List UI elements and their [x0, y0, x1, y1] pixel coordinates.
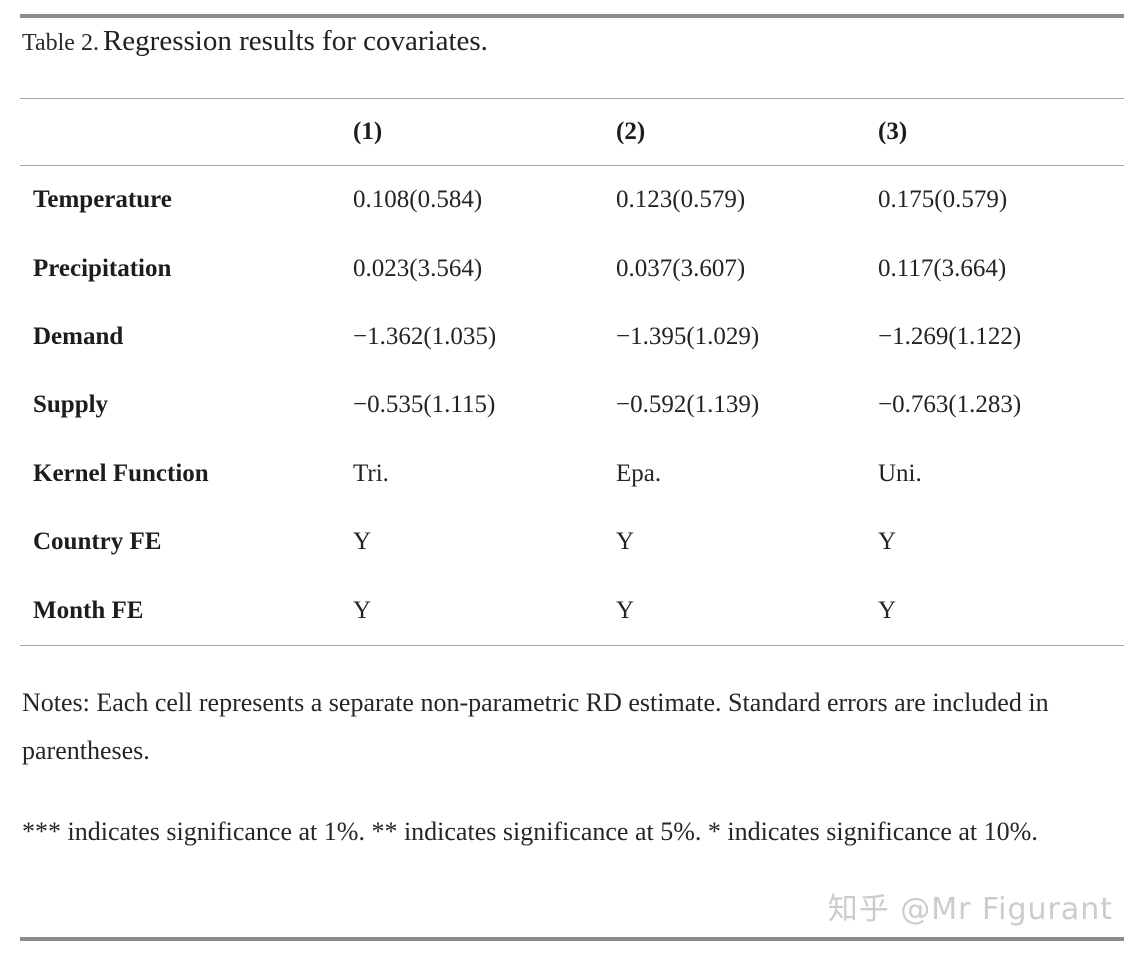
row-label: Country FE — [33, 528, 162, 556]
cell-value: −1.395(1.029) — [616, 322, 760, 350]
cell-value: Y — [353, 528, 372, 556]
row-label: Demand — [33, 322, 124, 350]
cell-value: Y — [616, 596, 635, 624]
watermark: 知乎 @Mr Figurant — [827, 892, 1113, 927]
cell-value: −1.269(1.122) — [878, 322, 1022, 350]
column-header-2: (2) — [616, 118, 646, 145]
column-header-1: (1) — [353, 118, 383, 145]
significance-notes: *** indicates significance at 1%. ** ind… — [22, 817, 1038, 846]
top-divider — [20, 14, 1124, 18]
table-header-row: (1) (2) (3) — [20, 99, 1124, 166]
cell-value: −0.535(1.115) — [353, 391, 496, 419]
cell-value: 0.123(0.579) — [616, 186, 746, 214]
table-caption: Table 2. Regression results for covariat… — [22, 22, 1122, 65]
cell-value: Y — [878, 528, 897, 556]
row-label: Temperature — [33, 186, 172, 214]
regression-table: (1) (2) (3) Temperature 0.108(0.584) 0.1… — [20, 98, 1124, 646]
table-notes: Notes: Each cell represents a separate n… — [22, 688, 1049, 765]
cell-value: 0.023(3.564) — [353, 254, 483, 282]
table-row-month-fe: Month FE Y Y Y — [20, 576, 1124, 644]
cell-value: −0.592(1.139) — [616, 391, 760, 419]
cell-value: Epa. — [616, 459, 662, 487]
cell-value: Y — [616, 528, 635, 556]
cell-value: Y — [353, 596, 372, 624]
cell-value: −1.362(1.035) — [353, 322, 497, 350]
row-label: Precipitation — [33, 254, 172, 282]
cell-value: 0.117(3.664) — [878, 254, 1007, 282]
column-header-3: (3) — [878, 118, 908, 145]
bottom-divider — [20, 937, 1124, 941]
row-label: Month FE — [33, 596, 144, 624]
cell-value: 0.108(0.584) — [353, 186, 483, 214]
table-row-precipitation: Precipitation 0.023(3.564) 0.037(3.607) … — [20, 234, 1124, 302]
table-title: Regression results for covariates. — [102, 25, 488, 57]
cell-value: Y — [878, 596, 897, 624]
cell-value: 0.037(3.607) — [616, 254, 746, 282]
table-row-country-fe: Country FE Y Y Y — [20, 508, 1124, 576]
cell-value: Tri. — [353, 459, 389, 487]
cell-value: Uni. — [878, 459, 922, 487]
table-row-kernel-function: Kernel Function Tri. Epa. Uni. — [20, 440, 1124, 508]
table-row-demand: Demand −1.362(1.035) −1.395(1.029) −1.26… — [20, 303, 1124, 371]
cell-value: −0.763(1.283) — [878, 391, 1022, 419]
table-row-supply: Supply −0.535(1.115) −0.592(1.139) −0.76… — [20, 371, 1124, 439]
table-row-temperature: Temperature 0.108(0.584) 0.123(0.579) 0.… — [20, 166, 1124, 234]
row-label: Supply — [33, 391, 109, 419]
table-number: Table 2. — [22, 30, 99, 56]
row-label: Kernel Function — [33, 459, 209, 487]
cell-value: 0.175(0.579) — [878, 186, 1008, 214]
